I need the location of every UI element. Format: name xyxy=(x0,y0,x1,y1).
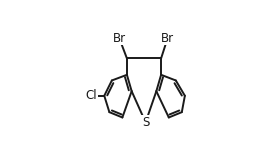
Text: S: S xyxy=(142,116,149,129)
Text: Br: Br xyxy=(113,31,126,45)
Text: Br: Br xyxy=(161,31,174,45)
Text: Cl: Cl xyxy=(85,89,97,102)
